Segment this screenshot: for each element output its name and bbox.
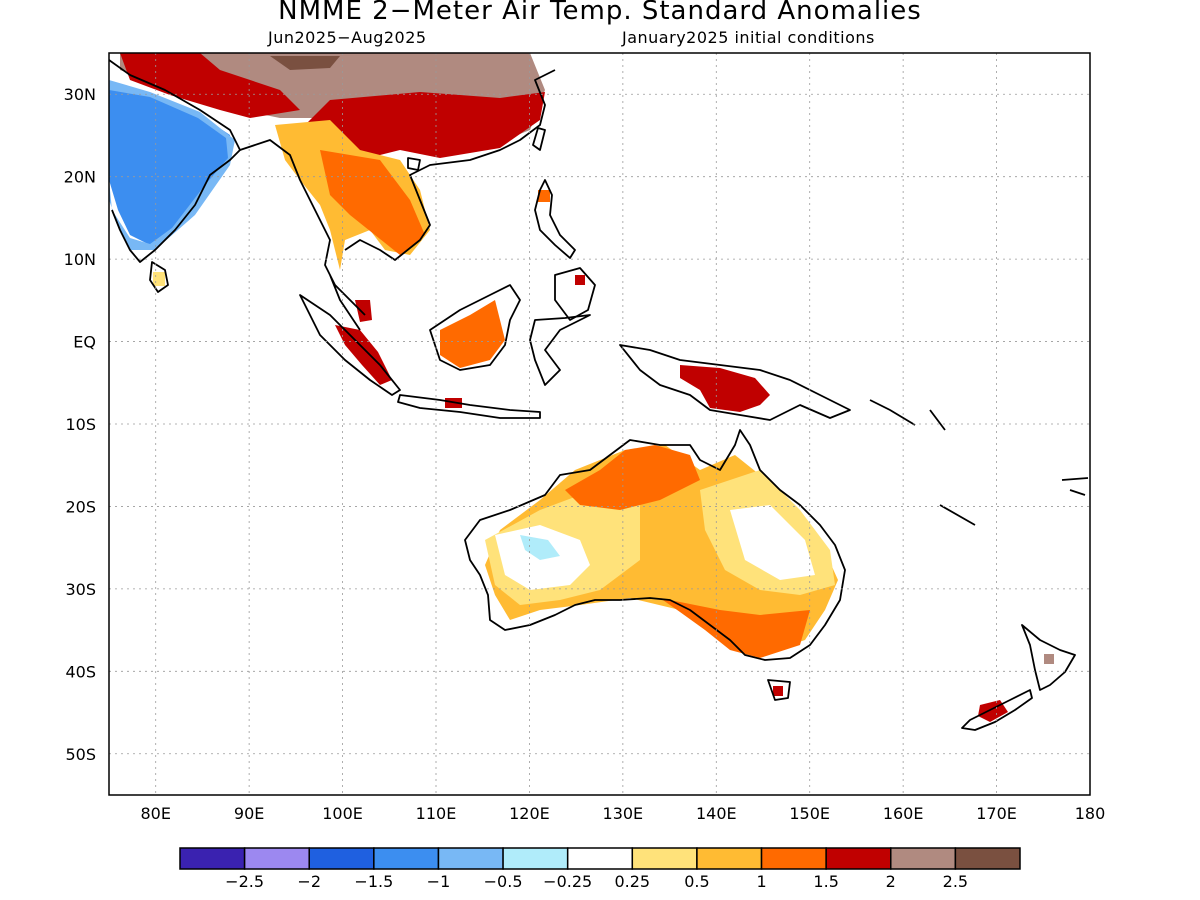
- forecast-period: Jun2025−Aug2025: [268, 28, 427, 47]
- lon-tick-label: 110E: [416, 804, 457, 823]
- colorbar-tick-label: 0.25: [614, 872, 650, 891]
- coast-nz-north: [1021, 624, 1076, 691]
- colorbar-tick-label: −1: [427, 872, 451, 891]
- colorbar-tick-label: −1.5: [354, 872, 393, 891]
- region-philippines: [538, 190, 550, 202]
- graticule: [109, 53, 1090, 795]
- region-indochina-orange: [320, 150, 425, 255]
- region-tibet-dark: [270, 56, 340, 70]
- colorbar-tick-label: 1: [756, 872, 766, 891]
- region-new-zealand-north: [1044, 654, 1054, 664]
- colorbar-swatch: [760, 847, 827, 870]
- coast-mindanao: [554, 267, 596, 321]
- lat-tick-label: 50S: [65, 745, 96, 764]
- coast-asia: [109, 59, 241, 263]
- lon-tick-label: 130E: [603, 804, 644, 823]
- coast-tasmania: [767, 679, 791, 701]
- coastlines: [109, 59, 1089, 731]
- coast-australia: [464, 429, 846, 661]
- region-tasmania: [773, 686, 783, 696]
- lon-tick-label: 100E: [322, 804, 363, 823]
- colorbar-tick-label: −2: [297, 872, 321, 891]
- colorbar-swatch: [437, 847, 504, 870]
- colorbar-swatch: [631, 847, 698, 870]
- lat-tick-label: 10S: [65, 415, 96, 434]
- coast-hainan: [407, 157, 421, 171]
- map-frame: [108, 52, 1091, 796]
- lat-tick-label: 30S: [65, 580, 96, 599]
- region-china-south-2: [120, 53, 300, 118]
- lon-tick-label: 170E: [976, 804, 1017, 823]
- colorbar-swatch: [890, 847, 957, 870]
- region-australia-southeast: [660, 598, 810, 658]
- coast-java: [397, 394, 541, 419]
- coast-luzon: [534, 179, 576, 259]
- lon-tick-label: 90E: [234, 804, 264, 823]
- colorbar-swatch: [825, 847, 892, 870]
- colorbar-swatch: [179, 847, 246, 870]
- coast-sumatra: [299, 294, 401, 396]
- lon-tick-label: 120E: [509, 804, 550, 823]
- colorbar-tick-label: 1.5: [813, 872, 838, 891]
- map-title: NMME 2−Meter Air Temp. Standard Anomalie…: [278, 0, 922, 26]
- colorbar: [179, 847, 1021, 870]
- lon-tick-label: 150E: [789, 804, 830, 823]
- colorbar-swatch: [954, 847, 1021, 870]
- colorbar-swatch: [566, 847, 634, 870]
- lon-tick-label: 160E: [883, 804, 924, 823]
- colorbar-labels: −2.5 −2 −1.5 −1 −0.5 −0.25 0.25 0.5 1 1.5 2 2.5: [225, 872, 968, 891]
- coast-sulawesi: [529, 314, 591, 386]
- lon-tick-label: 80E: [140, 804, 170, 823]
- longitude-labels: 80E 90E 100E 110E 120E 130E 140E 150E 160E 170E 18…: [140, 804, 1105, 823]
- region-china-south: [300, 92, 545, 160]
- coast-asia-mainland: [239, 69, 556, 331]
- initial-conditions: January2025 initial conditions: [622, 28, 875, 47]
- region-philippines-2: [575, 275, 585, 285]
- colorbar-swatch: [373, 847, 440, 870]
- lat-tick-label: 20S: [65, 497, 96, 516]
- lat-tick-label: 20N: [64, 168, 96, 187]
- region-malaya: [355, 300, 372, 322]
- region-australia-west-cool: [520, 535, 560, 560]
- colorbar-swatch: [696, 847, 763, 870]
- colorbar-tick-label: −0.5: [484, 872, 523, 891]
- region-australia-east-white: [730, 505, 815, 580]
- colorbar-swatch: [308, 847, 375, 870]
- coast-taiwan: [532, 127, 546, 151]
- region-sri-lanka: [153, 272, 165, 286]
- region-borneo: [440, 300, 505, 368]
- lat-tick-label: 40S: [65, 662, 96, 681]
- coast-pacific-islands: [869, 399, 1089, 526]
- colorbar-tick-label: 0.5: [684, 872, 709, 891]
- region-india: [109, 88, 230, 245]
- region-new-guinea: [680, 365, 770, 412]
- colorbar-tick-label: −0.25: [543, 872, 592, 891]
- lat-tick-label: EQ: [73, 333, 96, 352]
- coast-nz-south: [961, 689, 1033, 731]
- coast-borneo: [429, 284, 521, 371]
- region-australia-north: [565, 445, 700, 510]
- lat-tick-label: 30N: [64, 85, 96, 104]
- colorbar-swatch: [243, 847, 310, 870]
- lon-tick-label: 140E: [696, 804, 737, 823]
- coast-sri-lanka: [149, 261, 169, 293]
- colorbar-swatch: [502, 847, 569, 870]
- lat-tick-label: 10N: [64, 250, 96, 269]
- colorbar-tick-label: −2.5: [225, 872, 264, 891]
- colorbar-tick-label: 2: [886, 872, 896, 891]
- region-sumatra: [335, 325, 392, 385]
- lon-tick-label: 180: [1075, 804, 1106, 823]
- colorbar-tick-label: 2.5: [943, 872, 968, 891]
- coast-new-guinea: [619, 344, 851, 421]
- latitude-labels: 30N 20N 10N EQ 10S 20S 30S 40S 50S: [64, 85, 96, 764]
- anomaly-shading: [109, 53, 1054, 722]
